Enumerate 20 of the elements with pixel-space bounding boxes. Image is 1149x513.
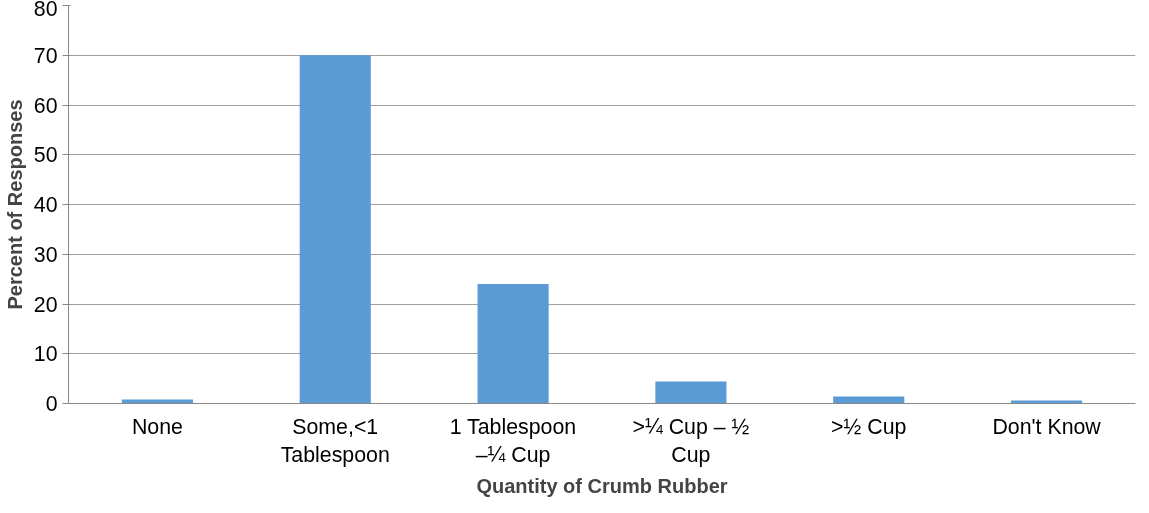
y-tick-label: 50 <box>33 143 58 168</box>
y-tick-label: 60 <box>33 93 58 118</box>
bar <box>477 284 549 404</box>
y-tick-label: 80 <box>33 0 58 21</box>
x-tick-label: >¼ Cup – ½ Cup <box>632 414 750 468</box>
y-tick-label: 70 <box>33 43 58 68</box>
x-tick-label: 1 Tablespoon –¼ Cup <box>449 414 577 468</box>
y-axis-title: Percent of Responses <box>3 99 26 310</box>
x-axis-title: Quantity of Crumb Rubber <box>476 475 728 498</box>
y-tick-label: 40 <box>33 193 58 217</box>
x-tick-label: Don't Know <box>992 414 1102 439</box>
bar <box>299 55 371 404</box>
y-tick-label: 20 <box>33 292 58 317</box>
x-tick-label: Some,<1 Tablespoon <box>280 414 390 468</box>
x-tick-label: None <box>131 414 183 439</box>
y-tick-label: 30 <box>33 242 58 267</box>
y-tick-label: 10 <box>33 342 58 367</box>
x-tick-label: >½ Cup <box>831 414 907 439</box>
bar <box>655 381 727 404</box>
y-tick-label: 0 <box>45 392 58 416</box>
